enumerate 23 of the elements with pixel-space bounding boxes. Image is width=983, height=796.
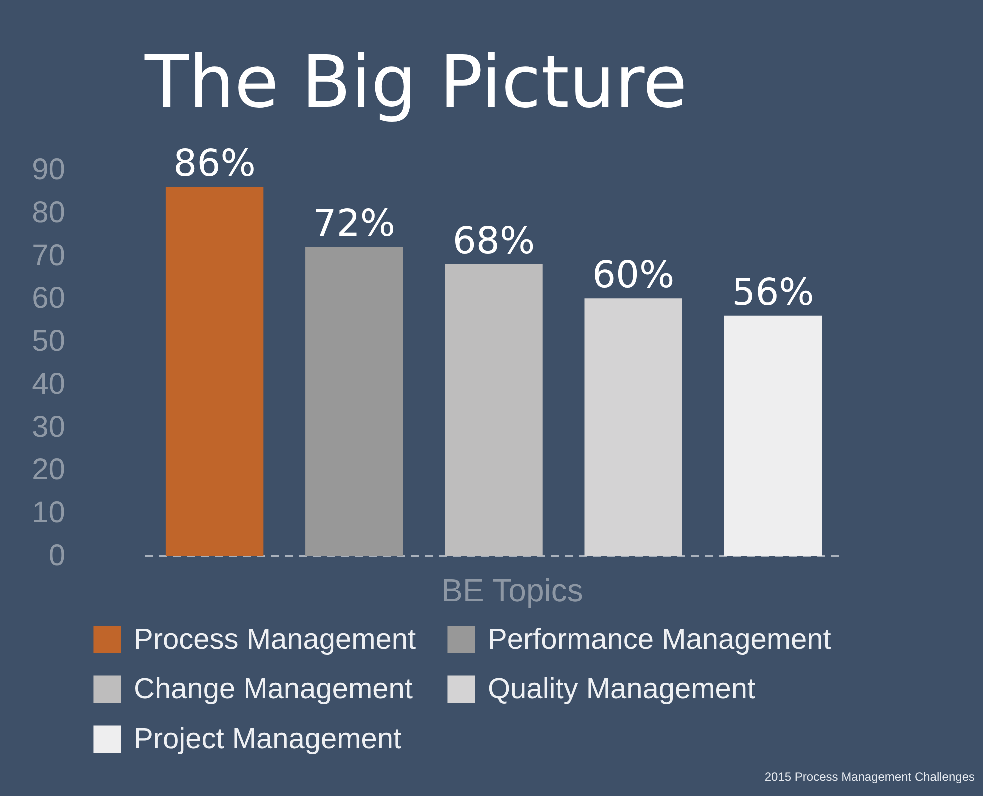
y-tick-label: 70	[32, 239, 66, 272]
y-tick-label: 10	[32, 496, 66, 530]
x-axis-title: BE Topics	[442, 572, 584, 608]
y-tick-label: 60	[32, 282, 66, 316]
y-tick-label: 50	[32, 325, 66, 358]
y-tick-label: 20	[32, 454, 66, 487]
data-label: 56%	[732, 270, 814, 314]
legend-label: Process Management	[134, 624, 416, 656]
data-label: 86%	[174, 142, 256, 186]
data-label: 72%	[313, 202, 396, 246]
text: 2015 Process Management Challenges	[764, 770, 975, 784]
legend-label: Quality Management	[488, 674, 756, 706]
y-tick-label: 90	[32, 154, 66, 186]
legend-label: Change Management	[134, 674, 413, 706]
legend-label: Project Management	[134, 724, 402, 756]
data-label: 60%	[592, 254, 675, 297]
chart-title: The Big Picture	[144, 40, 688, 124]
data-label: 68%	[452, 219, 536, 262]
y-tick-label: 0	[48, 540, 66, 572]
legend-label: Performance Management	[488, 624, 832, 656]
y-tick-label: 40	[32, 368, 66, 401]
y-tick-label: 30	[32, 410, 66, 444]
y-tick-label: 80	[32, 196, 66, 230]
